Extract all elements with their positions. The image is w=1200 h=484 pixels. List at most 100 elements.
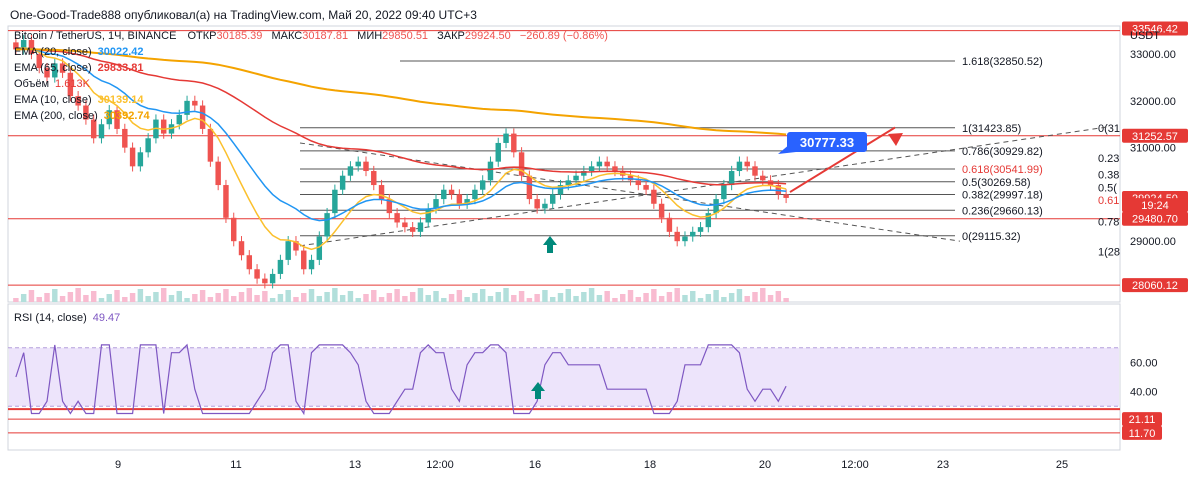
candle-body xyxy=(386,199,393,214)
volume-bar xyxy=(635,297,642,302)
buy-arrow-icon xyxy=(531,382,545,399)
candle-body xyxy=(760,175,766,181)
candle-body xyxy=(736,161,743,172)
close-label: ЗАКР xyxy=(437,30,465,42)
indicator-ema200[interactable]: EMA (200, close) 30392.74 xyxy=(14,110,150,122)
candle-body xyxy=(160,119,167,134)
candle-body xyxy=(557,185,564,195)
volume-bar xyxy=(153,292,159,302)
volume-bar xyxy=(137,289,144,302)
candle-body xyxy=(355,161,361,167)
candle-body xyxy=(238,241,245,256)
candle-body xyxy=(402,222,408,228)
volume-bar xyxy=(371,290,377,302)
candle-body xyxy=(192,100,198,106)
rsi-line xyxy=(15,343,787,416)
callout-label: 30777.33 xyxy=(800,135,854,150)
candle-body xyxy=(199,105,206,129)
volume-bar xyxy=(472,293,478,302)
volume-bar xyxy=(534,294,540,302)
price-tag xyxy=(1122,21,1188,36)
volume-bar xyxy=(557,293,564,302)
symbol-line: Bitcoin / TetherUS, 1Ч, BINANCE ОТКР3018… xyxy=(14,30,608,42)
volume-bar xyxy=(549,297,556,302)
candle-body xyxy=(612,166,618,172)
volume-bar xyxy=(760,288,766,302)
rsi-tick-label: 40.00 xyxy=(1130,387,1158,399)
open-label: ОТКР xyxy=(187,30,217,42)
rsi-series xyxy=(15,343,787,416)
candle-body xyxy=(254,269,260,279)
fib-partial-label: 1(28 xyxy=(1098,246,1120,258)
candle-body xyxy=(682,236,688,242)
volume-bar xyxy=(503,288,509,302)
volume-bar xyxy=(199,290,206,302)
rsi-legend[interactable]: RSI (14, close) 49.47 xyxy=(14,312,120,324)
volume-bar xyxy=(620,294,626,302)
indicator-ema10[interactable]: EMA (10, close) 30139.14 xyxy=(14,94,144,106)
volume-bar xyxy=(378,297,385,302)
fib-level-label: 0.786(30929.82) xyxy=(962,146,1043,158)
volume-bar xyxy=(176,291,182,302)
candle-body xyxy=(129,147,136,167)
price-tick-label: 29000.00 xyxy=(1130,236,1176,248)
indicator-label: EMA (200, close) xyxy=(14,110,98,122)
time-tick-label: 13 xyxy=(349,459,361,471)
candle-body xyxy=(752,166,758,176)
volume-bar xyxy=(441,298,447,302)
volume-bar xyxy=(332,288,338,302)
candle-body xyxy=(301,250,307,270)
price-pane-frame xyxy=(7,25,1121,303)
markers: 33546.4231252.5729924.5019:2429480.70280… xyxy=(531,21,1188,440)
volume-bar xyxy=(231,296,237,302)
candle-body xyxy=(635,180,642,186)
indicator-label: Объём xyxy=(14,78,50,90)
candle-body xyxy=(13,42,19,50)
volume-bar xyxy=(339,295,346,302)
indicator-label: EMA (65, close) xyxy=(14,62,92,74)
projection-arrow-head xyxy=(888,133,903,146)
ema-20-line xyxy=(15,47,787,222)
volume-bar xyxy=(168,295,175,302)
candle-body xyxy=(479,180,486,190)
rsi-tag xyxy=(1122,412,1162,427)
open-value: 30185.39 xyxy=(216,30,263,42)
volume-bar xyxy=(129,293,136,302)
rsi-tick-label: 60.00 xyxy=(1130,357,1158,369)
candle-body xyxy=(666,217,673,232)
fib-level-label: 0(29115.32) xyxy=(962,231,1021,243)
fib-level-label: 1.618(32850.52) xyxy=(962,56,1043,68)
candle-body xyxy=(215,161,221,186)
candle-body xyxy=(643,185,649,190)
volume-bar xyxy=(285,290,291,302)
candle-body xyxy=(503,133,509,143)
indicator-ema65[interactable]: EMA (65, close) 29833.81 xyxy=(14,62,144,74)
candle-body xyxy=(347,166,354,176)
candle-body xyxy=(511,133,517,153)
volume-bar xyxy=(293,297,299,302)
indicator-ema20[interactable]: EMA (20, close) 30022.42 xyxy=(14,46,144,58)
candle-body xyxy=(728,171,735,186)
indicator-value: 30392.74 xyxy=(103,110,150,122)
candle-body xyxy=(464,199,470,204)
candles xyxy=(13,34,789,302)
volume-bar xyxy=(207,297,214,302)
trend-line-dashed xyxy=(299,126,1111,247)
candle-body xyxy=(20,40,27,50)
time-tick-label: 25 xyxy=(1056,459,1068,471)
indicator-label: EMA (20, close) xyxy=(14,46,92,58)
volume-bar xyxy=(767,295,774,302)
price-tag-label: 33546.42 xyxy=(1132,24,1178,36)
rsi-pane-frame xyxy=(7,303,1121,451)
indicator-volume[interactable]: Объём 1.613K xyxy=(14,78,90,90)
volume-bar xyxy=(67,292,74,302)
volume-bar xyxy=(402,296,408,302)
candle-body xyxy=(394,213,400,223)
buy-arrow-icon xyxy=(543,236,557,253)
fibonacci-levels: 1.618(32850.52) 1(31423.85) 0.786(30929.82… xyxy=(300,56,1120,258)
volume-bar xyxy=(28,290,35,302)
volume-bar xyxy=(44,293,50,302)
volume-bar xyxy=(83,295,89,302)
volume-bar xyxy=(604,291,610,302)
